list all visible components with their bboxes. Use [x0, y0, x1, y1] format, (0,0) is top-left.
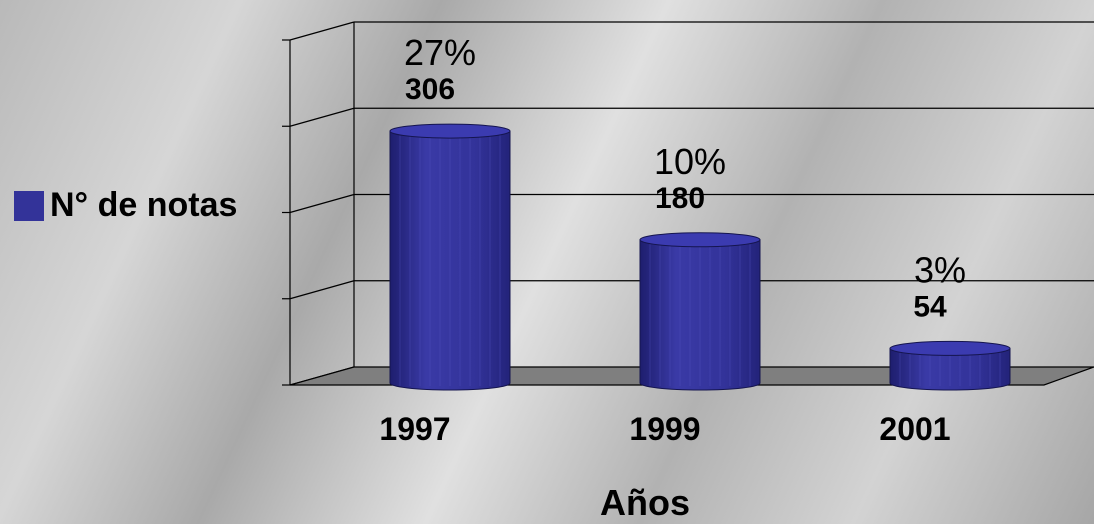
gridline-side: [289, 193, 355, 214]
percent-label-2001: 3%: [914, 249, 966, 290]
legend-label: N° de notas: [50, 186, 238, 224]
data-label-1999: 180: [655, 182, 705, 215]
bar-top: [389, 123, 511, 139]
percent-label-1999: 10%: [654, 141, 726, 182]
x-tick-label-1997: 1997: [379, 411, 450, 447]
legend-swatch: [14, 190, 44, 221]
x-axis-title: Años: [600, 482, 690, 523]
legend: N° de notas: [14, 186, 237, 225]
data-label-2001: 54: [913, 290, 947, 323]
x-tick-label-1999: 1999: [629, 411, 700, 447]
gridline-side: [289, 280, 355, 300]
bar-top: [639, 232, 761, 248]
gridline-side: [289, 107, 355, 127]
bar-2001: [889, 340, 1011, 391]
bars-layer: [389, 123, 1011, 391]
percent-label-1997: 27%: [404, 32, 476, 73]
bar-top: [889, 340, 1011, 356]
bar-1997: [389, 123, 511, 391]
data-label-1997: 306: [405, 73, 455, 106]
gridline-side: [289, 21, 355, 41]
bar-1999: [639, 232, 761, 391]
x-tick-label-2001: 2001: [879, 411, 950, 447]
